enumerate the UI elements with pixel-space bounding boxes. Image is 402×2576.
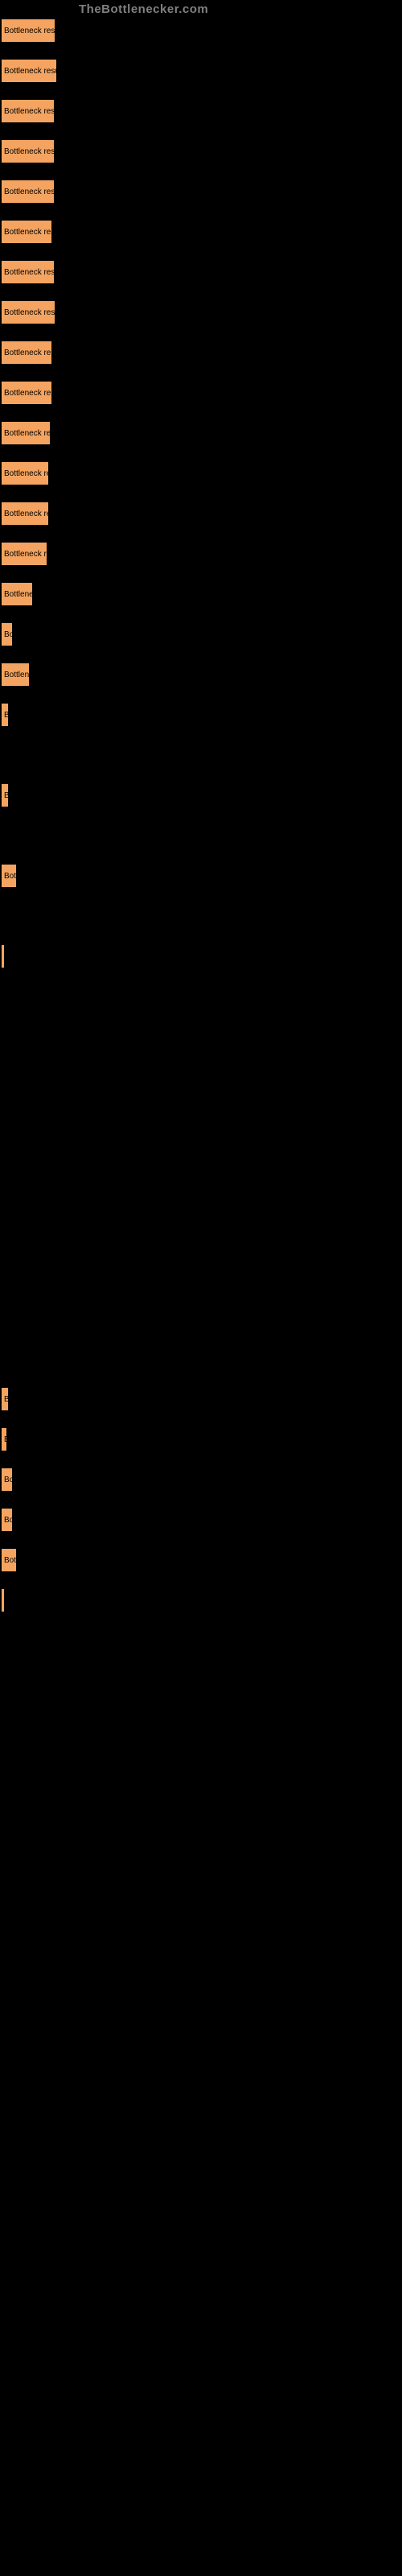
bottleneck-bar[interactable]: Bottleneck res (1, 341, 52, 365)
bottleneck-bar[interactable] (1, 1588, 5, 1612)
bottleneck-bar[interactable]: B (1, 1387, 9, 1411)
bottleneck-bar[interactable]: Bottleneck resu (1, 99, 55, 123)
bottleneck-bar[interactable]: B (1, 783, 9, 807)
bottleneck-bar[interactable]: Bot (1, 1548, 17, 1572)
bottleneck-bar[interactable]: Bo (1, 1468, 13, 1492)
bottleneck-bar[interactable]: Bottleneck resu (1, 139, 55, 163)
bottleneck-bar[interactable]: Bo (1, 1508, 13, 1532)
bottleneck-bar[interactable]: Bottleneck re (1, 461, 49, 485)
bottleneck-bar[interactable]: Bottlen (1, 663, 30, 687)
bottleneck-bar[interactable]: Bottleneck resu (1, 300, 55, 324)
bottleneck-bar[interactable]: Bottleneck res (1, 381, 52, 405)
bottleneck-bar[interactable]: B (1, 703, 9, 727)
bottleneck-bar[interactable] (1, 944, 5, 968)
brand-link[interactable]: TheBottlenecker.com (79, 2, 208, 16)
bottleneck-bar[interactable]: Bottleneck resul (1, 19, 55, 43)
bottleneck-bar[interactable]: Bottleneck re (1, 502, 49, 526)
bottleneck-bar[interactable]: Bottleneck resul (1, 59, 57, 83)
bottleneck-bar[interactable]: Bottleneck r (1, 542, 47, 566)
bottleneck-bar[interactable]: Bot (1, 864, 17, 888)
bottleneck-bar[interactable]: B (1, 1427, 7, 1451)
bottleneck-bar[interactable]: Bottleneck re (1, 421, 51, 445)
bottleneck-bar[interactable]: Bottleneck resu (1, 180, 55, 204)
bottleneck-bar[interactable]: Bo (1, 622, 13, 646)
bottleneck-bar[interactable]: Bottlene (1, 582, 33, 606)
bottleneck-bar[interactable]: Bottleneck res (1, 220, 52, 244)
bottleneck-bar[interactable]: Bottleneck resu (1, 260, 55, 284)
